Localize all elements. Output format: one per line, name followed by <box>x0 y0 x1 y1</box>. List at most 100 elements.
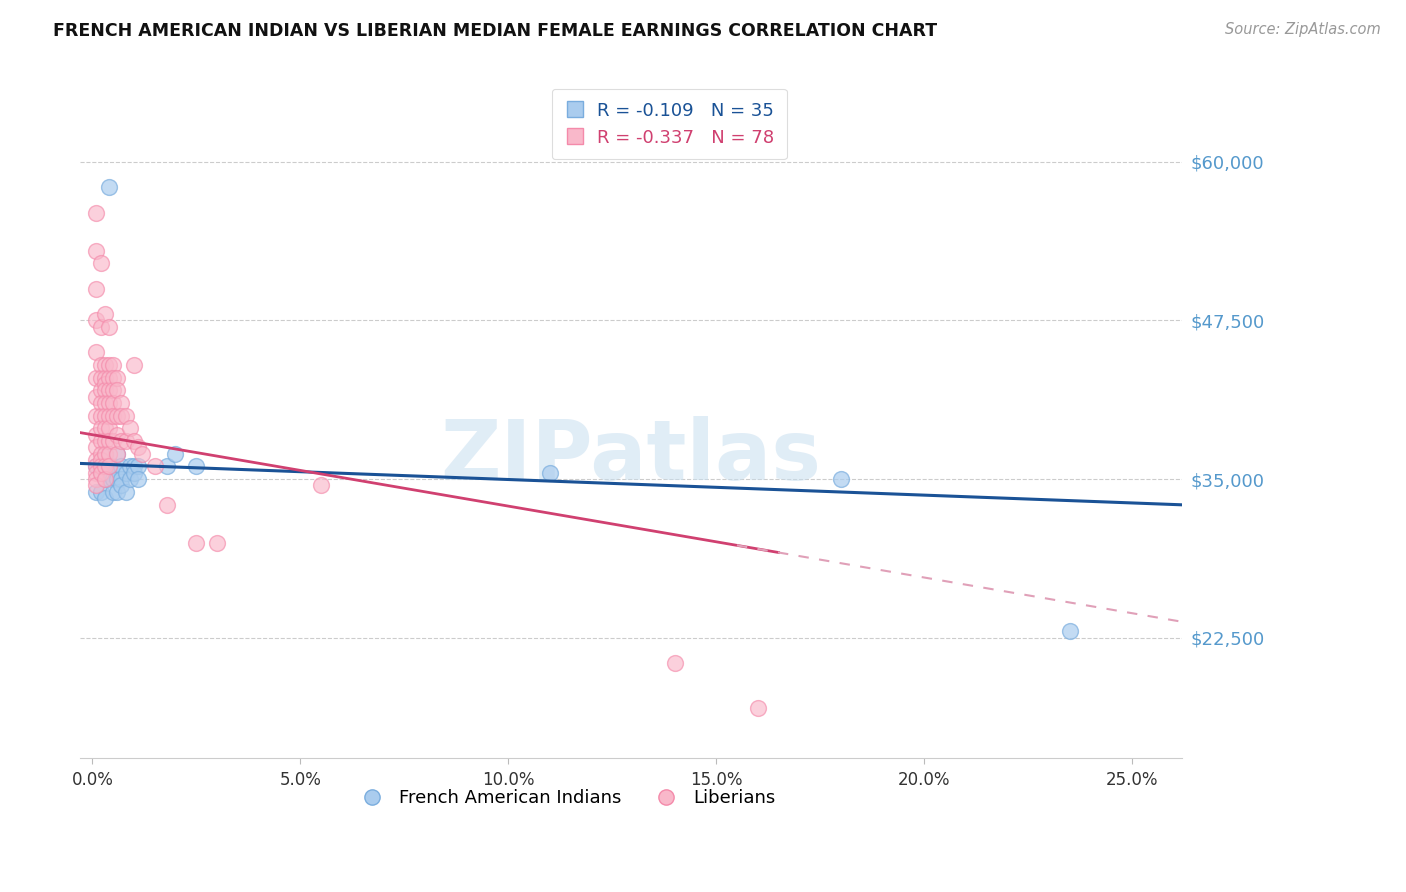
Point <box>90 453 112 467</box>
Point <box>114 434 136 448</box>
Point <box>122 459 145 474</box>
Point <box>97 358 120 372</box>
Point <box>86 453 108 467</box>
Point <box>110 478 132 492</box>
Point <box>86 459 108 474</box>
Point <box>538 466 561 480</box>
Point <box>94 447 117 461</box>
Point <box>97 459 120 474</box>
Point <box>86 441 108 455</box>
Point <box>94 472 117 486</box>
Point <box>97 396 120 410</box>
Point <box>94 472 117 486</box>
Point <box>86 282 108 296</box>
Point <box>118 459 141 474</box>
Point <box>94 459 117 474</box>
Point <box>101 384 124 398</box>
Point <box>90 459 112 474</box>
Point <box>86 390 108 404</box>
Point <box>86 409 108 423</box>
Point <box>86 484 108 499</box>
Text: ZIPatlas: ZIPatlas <box>440 417 821 497</box>
Point <box>86 472 108 486</box>
Point <box>830 472 852 486</box>
Point <box>90 256 112 270</box>
Point <box>86 313 108 327</box>
Point <box>101 358 124 372</box>
Point <box>97 459 120 474</box>
Point <box>94 376 117 391</box>
Point <box>122 358 145 372</box>
Point <box>90 466 112 480</box>
Point <box>664 656 686 670</box>
Text: Source: ZipAtlas.com: Source: ZipAtlas.com <box>1225 22 1381 37</box>
Point <box>309 478 332 492</box>
Point <box>97 384 120 398</box>
Point <box>90 434 112 448</box>
Point <box>90 370 112 384</box>
Point <box>94 434 117 448</box>
Point <box>97 409 120 423</box>
Point <box>86 345 108 359</box>
Point <box>105 484 128 499</box>
Point <box>86 459 108 474</box>
Point <box>97 447 120 461</box>
Point <box>1059 624 1081 639</box>
Point <box>94 409 117 423</box>
Point <box>86 478 108 492</box>
Point <box>90 421 112 435</box>
Point <box>90 447 112 461</box>
Point <box>101 409 124 423</box>
Point <box>94 307 117 321</box>
Point <box>86 244 108 258</box>
Point <box>101 459 124 474</box>
Point <box>97 421 120 435</box>
Point <box>97 180 120 194</box>
Point <box>94 421 117 435</box>
Point <box>205 535 228 549</box>
Point <box>105 384 128 398</box>
Point <box>165 447 187 461</box>
Point <box>127 441 149 455</box>
Point <box>86 370 108 384</box>
Point <box>131 447 153 461</box>
Point <box>94 447 117 461</box>
Point <box>90 409 112 423</box>
Point <box>110 396 132 410</box>
Point <box>97 319 120 334</box>
Point <box>110 434 132 448</box>
Point <box>94 491 117 505</box>
Point <box>186 535 208 549</box>
Point <box>122 466 145 480</box>
Point <box>86 466 108 480</box>
Point <box>101 434 124 448</box>
Point <box>105 370 128 384</box>
Point <box>105 427 128 442</box>
Point <box>118 421 141 435</box>
Point <box>101 396 124 410</box>
Point <box>97 466 120 480</box>
Point <box>105 447 128 461</box>
Point <box>90 484 112 499</box>
Point <box>90 384 112 398</box>
Point <box>94 370 117 384</box>
Point <box>156 459 179 474</box>
Point <box>105 409 128 423</box>
Point <box>114 409 136 423</box>
Point <box>110 409 132 423</box>
Point <box>110 472 132 486</box>
Point <box>101 370 124 384</box>
Point <box>90 396 112 410</box>
Legend: French American Indians, Liberians: French American Indians, Liberians <box>346 782 783 814</box>
Point <box>97 434 120 448</box>
Point <box>110 459 132 474</box>
Point <box>90 358 112 372</box>
Point <box>90 319 112 334</box>
Point <box>114 466 136 480</box>
Point <box>114 484 136 499</box>
Point <box>127 459 149 474</box>
Point <box>122 434 145 448</box>
Point <box>94 396 117 410</box>
Point <box>156 498 179 512</box>
Point <box>105 447 128 461</box>
